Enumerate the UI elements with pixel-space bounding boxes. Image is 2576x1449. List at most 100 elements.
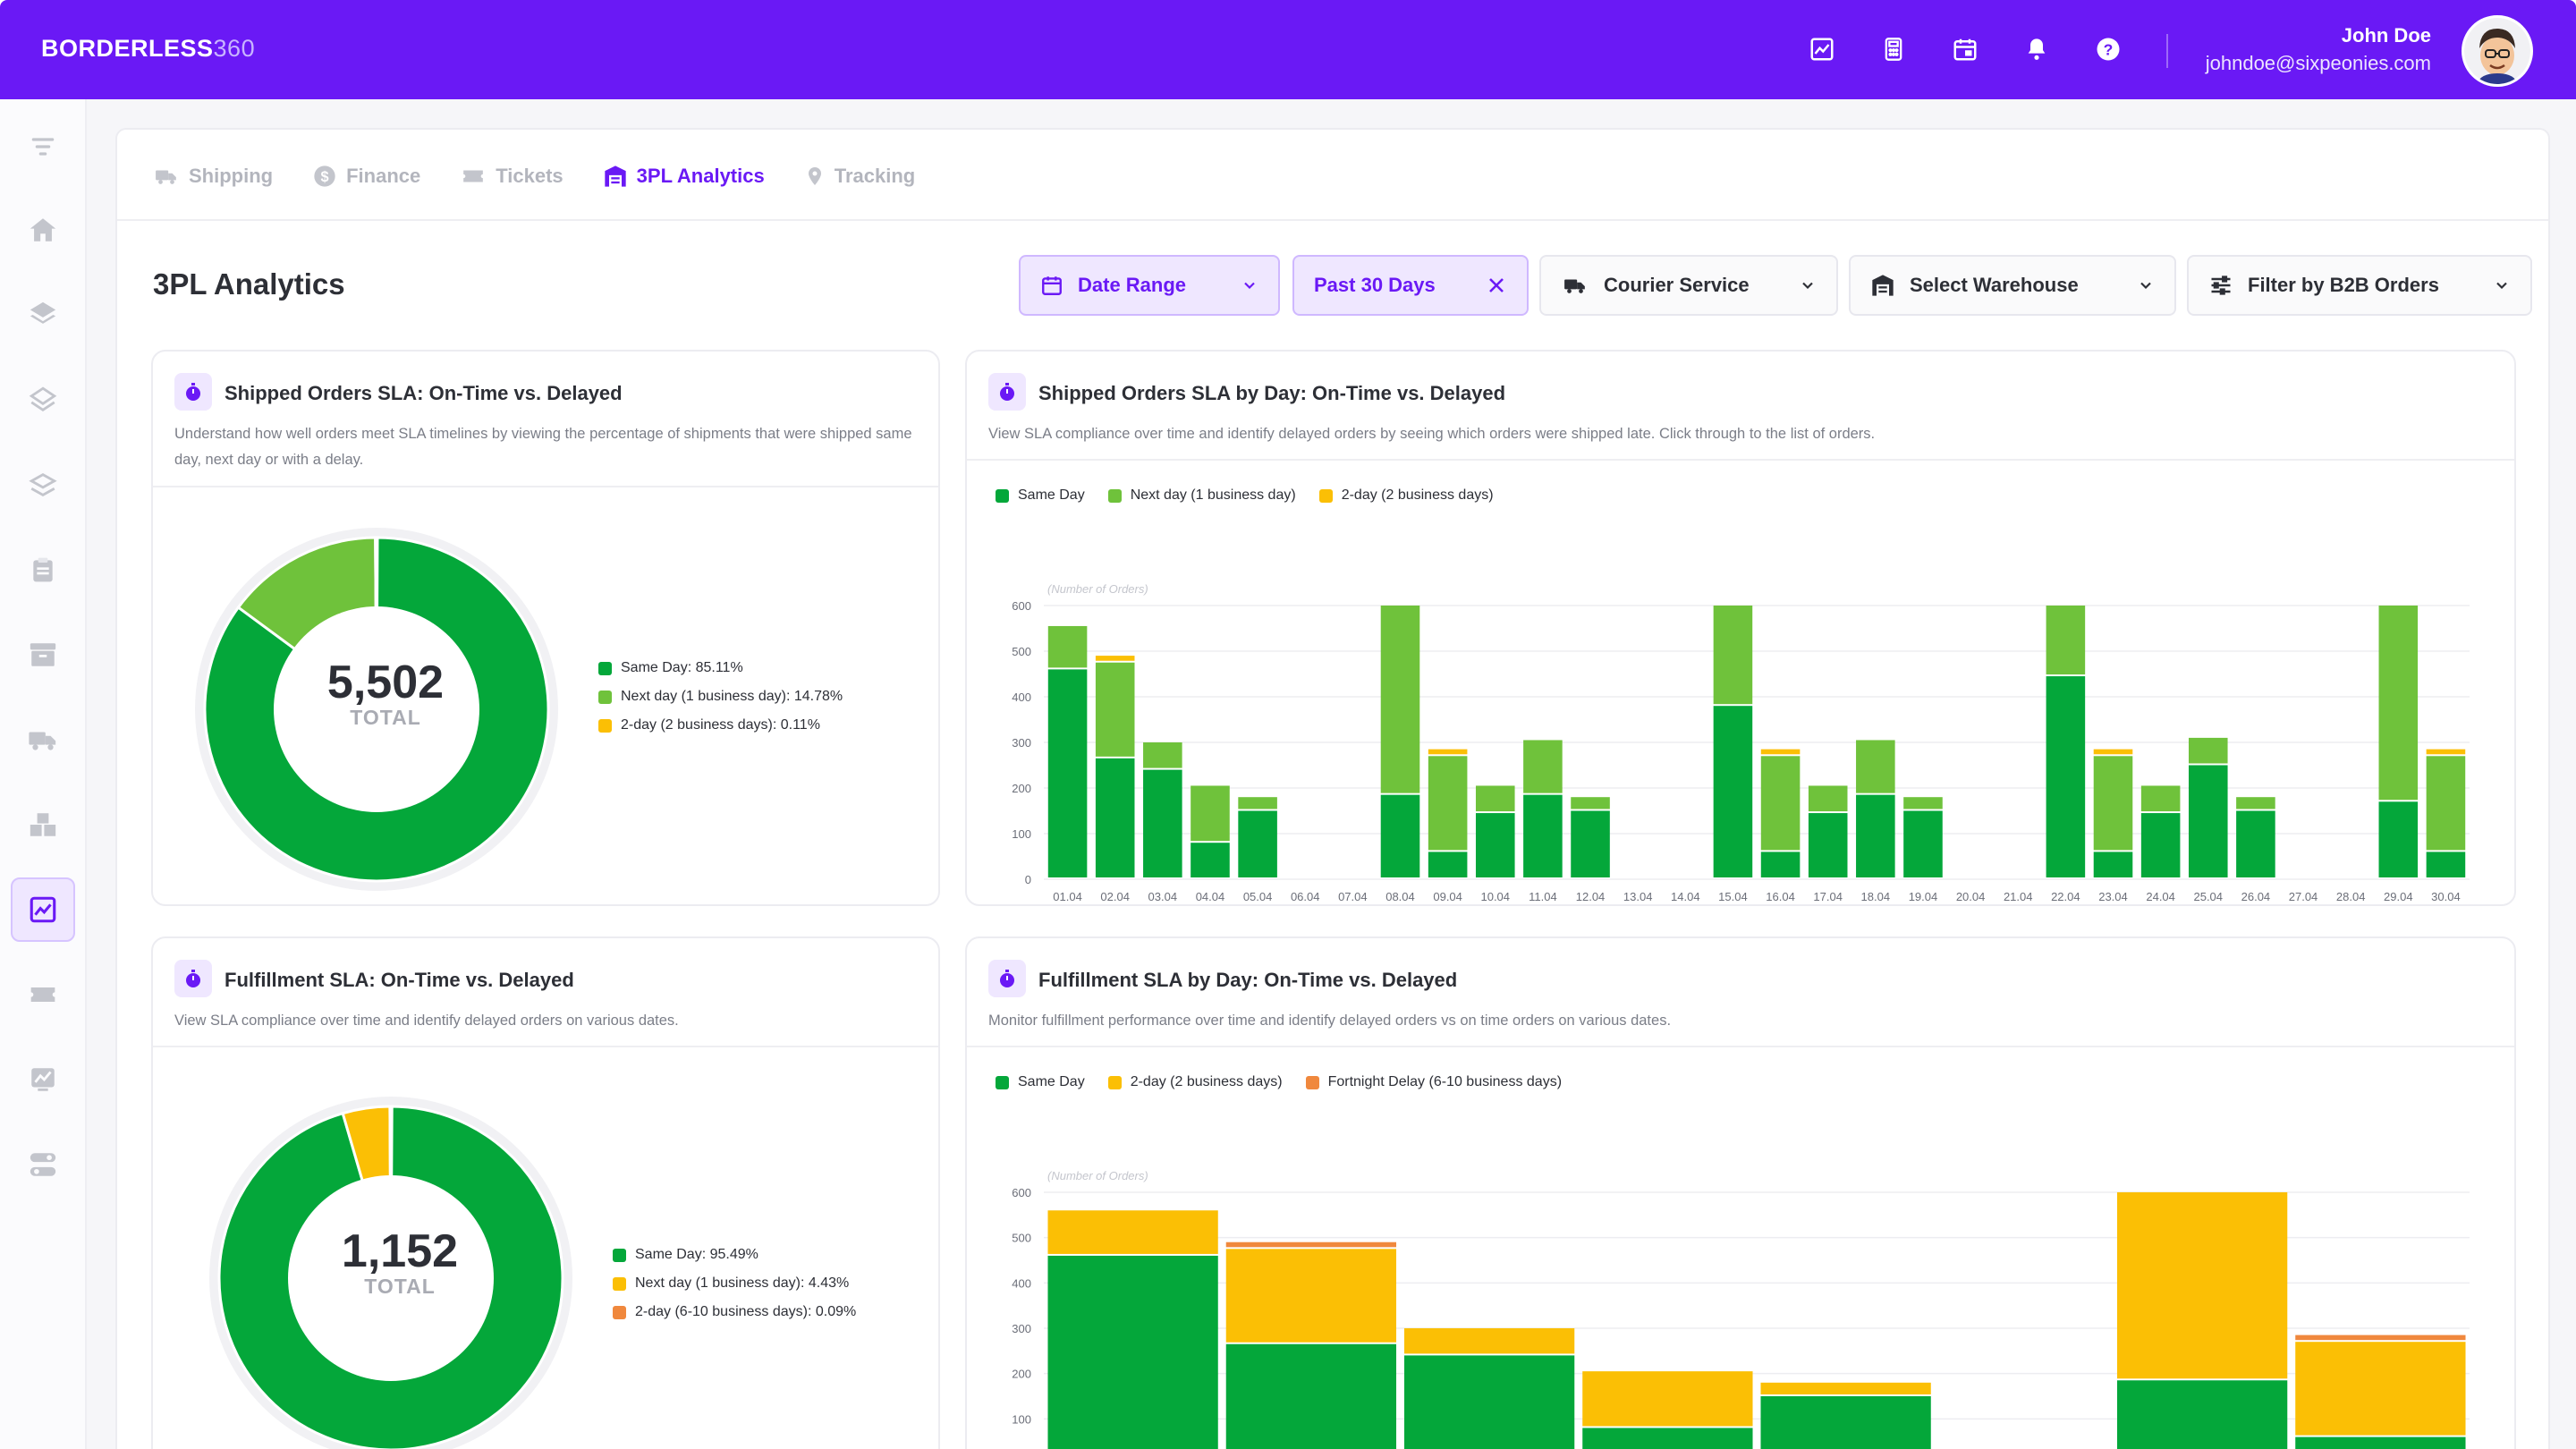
bar-segment[interactable] [1808, 785, 1848, 812]
bar-segment[interactable] [2295, 1335, 2466, 1341]
calculator-icon[interactable] [1877, 32, 1911, 66]
truck-icon[interactable] [11, 708, 75, 772]
bar-segment[interactable] [1403, 1328, 1575, 1354]
bar-segment[interactable] [1760, 852, 1801, 877]
bar-segment[interactable] [2140, 785, 2181, 812]
legend-item[interactable]: Same Day [996, 487, 1085, 504]
bar-segment[interactable] [2236, 797, 2275, 809]
bar-segment[interactable] [2426, 756, 2466, 851]
analytics-icon[interactable] [1805, 32, 1839, 66]
bar-segment[interactable] [1428, 756, 1468, 851]
user-name[interactable]: John Doe [2341, 24, 2431, 47]
bar-segment[interactable] [2046, 676, 2086, 877]
help-icon[interactable]: ? [2091, 32, 2125, 66]
legend-item[interactable]: Fortnight Delay (6-10 business days) [1305, 1074, 1562, 1090]
bar-segment[interactable] [2378, 606, 2419, 801]
bar-segment[interactable] [2188, 765, 2228, 878]
bar-segment[interactable] [1760, 1396, 1931, 1449]
bar-segment[interactable] [1760, 1382, 1931, 1394]
bar-segment[interactable] [1380, 606, 1420, 793]
legend-item[interactable]: Next day (1 business day): 14.78% [598, 682, 843, 711]
b2b-filter-select[interactable]: Filter by B2B Orders [2187, 255, 2532, 316]
bar-segment[interactable] [1582, 1371, 1753, 1427]
layers-icon[interactable] [11, 283, 75, 347]
close-icon[interactable] [1486, 275, 1507, 296]
bar-segment[interactable] [1523, 794, 1563, 877]
warehouse-select[interactable]: Select Warehouse [1849, 255, 2176, 316]
tab-3pl-analytics[interactable]: 3PL Analytics [603, 164, 765, 189]
bar-segment[interactable] [2046, 606, 2086, 675]
courier-service-select[interactable]: Courier Service [1539, 255, 1838, 316]
bar-segment[interactable] [1143, 769, 1182, 877]
archive-icon[interactable] [11, 623, 75, 687]
bar-segment[interactable] [1095, 656, 1135, 661]
calendar-icon[interactable] [1948, 32, 1982, 66]
bar-segment[interactable] [2295, 1342, 2466, 1436]
bar-segment[interactable] [1475, 813, 1515, 877]
bar-segment[interactable] [1475, 785, 1515, 812]
bar-segment[interactable] [1047, 1255, 1218, 1449]
avatar[interactable] [2462, 15, 2533, 87]
bar-segment[interactable] [1760, 749, 1801, 755]
bar-segment[interactable] [1903, 810, 1943, 878]
ticket-icon[interactable] [11, 962, 75, 1027]
bar-segment[interactable] [1047, 625, 1088, 668]
legend-item[interactable]: 2-day (6-10 business days): 0.09% [613, 1298, 856, 1326]
bar-segment[interactable] [1191, 843, 1230, 877]
bar-segment[interactable] [1571, 810, 1610, 878]
bar-segment[interactable] [1225, 1249, 1397, 1343]
chart-icon[interactable] [11, 1047, 75, 1112]
filter-icon[interactable] [11, 114, 75, 179]
legend-item[interactable]: 2-day (2 business days): 0.11% [598, 711, 843, 740]
bar-segment[interactable] [1191, 785, 1230, 842]
bar-segment[interactable] [1582, 1428, 1753, 1449]
tab-tickets[interactable]: Tickets [460, 164, 564, 189]
bar-segment[interactable] [1225, 1241, 1397, 1248]
bar-segment[interactable] [1903, 797, 1943, 809]
bar-segment[interactable] [2378, 801, 2419, 877]
bar-segment[interactable] [1380, 794, 1420, 877]
legend-item[interactable]: Same Day: 95.49% [613, 1241, 856, 1269]
bar-segment[interactable] [2295, 1436, 2466, 1449]
home-icon[interactable] [11, 198, 75, 262]
bar-segment[interactable] [2093, 749, 2133, 755]
bar-segment[interactable] [1428, 749, 1468, 755]
boxes-icon[interactable] [11, 792, 75, 857]
bar-segment[interactable] [2116, 1192, 2288, 1379]
legend-item[interactable]: Next day (1 business day): 4.43% [613, 1269, 856, 1298]
tab-tracking[interactable]: Tracking [804, 164, 915, 189]
bar-segment[interactable] [1095, 758, 1135, 877]
bar-segment[interactable] [1225, 1343, 1397, 1449]
layers-outline-icon[interactable] [11, 368, 75, 432]
tab-shipping[interactable]: Shipping [153, 164, 273, 189]
bar-segment[interactable] [1713, 606, 1753, 705]
bar-segment[interactable] [1143, 742, 1182, 768]
date-range-select[interactable]: Date Range [1019, 255, 1280, 316]
bar-segment[interactable] [1713, 706, 1753, 877]
bar-segment[interactable] [2140, 813, 2181, 877]
bar-segment[interactable] [1403, 1355, 1575, 1449]
sidebar-item-3pl-analytics[interactable] [11, 877, 75, 942]
bar-segment[interactable] [1856, 740, 1895, 793]
bar-segment[interactable] [2426, 852, 2466, 877]
legend-item[interactable]: 2-day (2 business days) [1318, 487, 1494, 504]
brand-logo[interactable]: BORDERLESS360 [41, 35, 256, 62]
bar-segment[interactable] [2426, 749, 2466, 755]
legend-item[interactable]: Same Day [996, 1074, 1085, 1090]
bar-segment[interactable] [1095, 662, 1135, 757]
bar-segment[interactable] [2236, 810, 2275, 878]
bar-segment[interactable] [2093, 852, 2133, 877]
bar-segment[interactable] [2116, 1380, 2288, 1449]
toggle-icon[interactable] [11, 1132, 75, 1197]
past-days-chip[interactable]: Past 30 Days [1292, 255, 1529, 316]
bar-segment[interactable] [1047, 1210, 1218, 1254]
bar-segment[interactable] [1238, 810, 1277, 878]
bar-segment[interactable] [1808, 813, 1848, 877]
legend-item[interactable]: Same Day: 85.11% [598, 654, 843, 682]
bar-segment[interactable] [2188, 737, 2228, 764]
clipboard-icon[interactable] [11, 538, 75, 602]
legend-item[interactable]: 2-day (2 business days) [1107, 1074, 1283, 1090]
bar-segment[interactable] [1571, 797, 1610, 809]
legend-item[interactable]: Next day (1 business day) [1107, 487, 1296, 504]
bar-segment[interactable] [1238, 797, 1277, 809]
